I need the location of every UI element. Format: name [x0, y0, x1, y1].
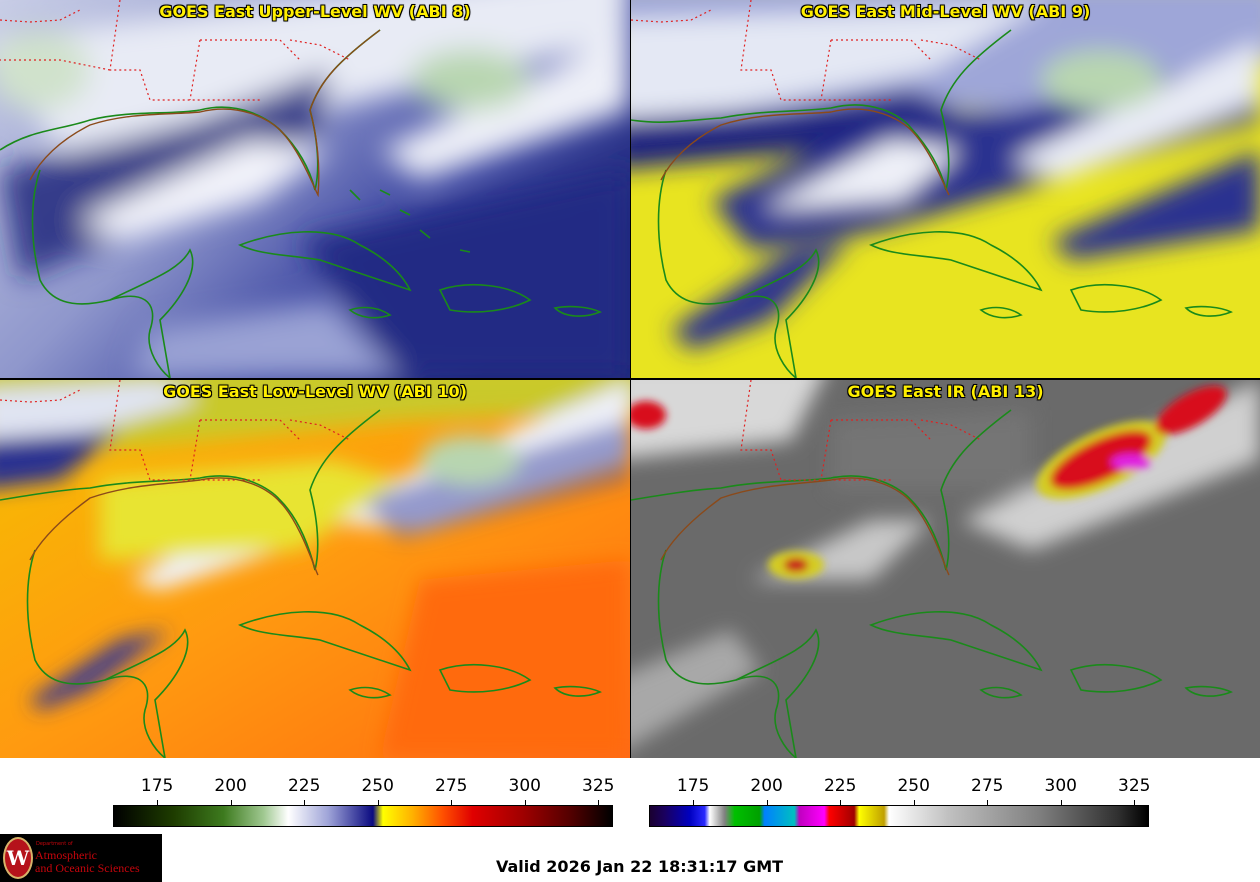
logo-dept-text: Department of	[36, 841, 73, 847]
colorbar-tick-label: 250	[361, 776, 394, 796]
panel-upper-level-wv: GOES East Upper-Level WV (ABI 8)	[0, 0, 630, 378]
logo-line-2: and Oceanic Sciences	[35, 861, 140, 875]
colorbar-tick-mark	[524, 800, 526, 806]
colorbar-tick-label: 250	[897, 776, 930, 796]
colorbar-tick-label: 275	[971, 776, 1004, 796]
colorbar-tick-mark	[1060, 800, 1062, 806]
colorbar-tick-label: 325	[1118, 776, 1151, 796]
colorbar-tick-label: 300	[508, 776, 541, 796]
colorbar-tick-mark	[451, 800, 453, 806]
valid-time: Valid 2026 Jan 22 18:31:17 GMT	[496, 857, 784, 876]
colorbar-tick-mark	[693, 800, 695, 806]
uw-seal-icon: W	[3, 837, 33, 879]
low-level-wv-image	[0, 380, 630, 758]
panel-title: GOES East IR (ABI 13)	[847, 382, 1044, 401]
ir-colorbar	[649, 805, 1149, 827]
colorbar-tick-label: 225	[287, 776, 321, 796]
colorbar-tick-label: 225	[823, 776, 857, 796]
colorbar-tick-mark	[987, 800, 989, 806]
wv-colorbar	[113, 805, 613, 827]
upper-level-wv-image	[0, 0, 630, 378]
colorbar-tick-label: 175	[676, 776, 710, 796]
aos-logo: W Department of Atmospheric and Oceanic …	[0, 834, 162, 882]
colorbar-tick-label: 275	[435, 776, 468, 796]
colorbar-tick-mark	[1134, 800, 1136, 806]
ir-image	[631, 380, 1260, 758]
logo-line-1: Atmospheric	[35, 848, 97, 862]
colorbar-tick-mark	[766, 800, 768, 806]
panel-title: GOES East Mid-Level WV (ABI 9)	[800, 2, 1091, 21]
colorbar-tick-label: 200	[750, 776, 783, 796]
colorbar-tick-mark	[230, 800, 232, 806]
panel-mid-level-wv: GOES East Mid-Level WV (ABI 9)	[631, 0, 1260, 378]
panel-ir: GOES East IR (ABI 13)	[631, 380, 1260, 758]
colorbar-tick-label: 200	[214, 776, 247, 796]
colorbar-tick-mark	[598, 800, 600, 806]
panel-title: GOES East Upper-Level WV (ABI 8)	[159, 2, 471, 21]
colorbar-tick-label: 325	[582, 776, 615, 796]
colorbar-tick-mark	[304, 800, 306, 806]
panel-divider-horizontal	[0, 378, 1260, 380]
panel-title: GOES East Low-Level WV (ABI 10)	[163, 382, 467, 401]
colorbar-tick-label: 300	[1044, 776, 1077, 796]
colorbar-tick-mark	[157, 800, 159, 806]
colorbar-tick-mark	[377, 800, 379, 806]
colorbar-tick-label: 175	[140, 776, 174, 796]
colorbar-tick-mark	[840, 800, 842, 806]
panel-low-level-wv: GOES East Low-Level WV (ABI 10)	[0, 380, 630, 758]
colorbar-tick-mark	[913, 800, 915, 806]
mid-level-wv-image	[631, 0, 1260, 378]
